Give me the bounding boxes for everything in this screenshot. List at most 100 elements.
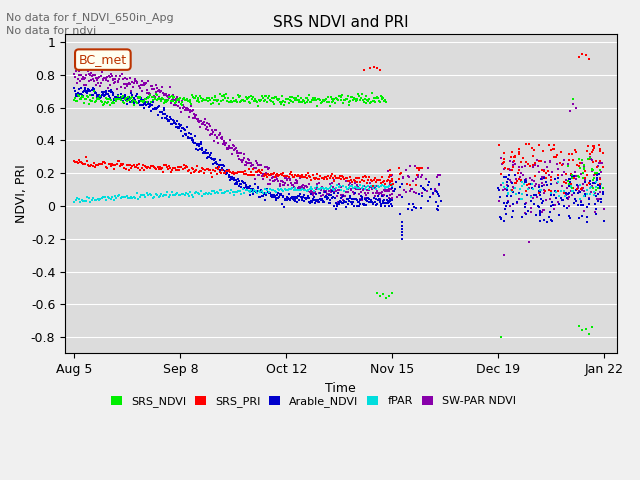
Point xyxy=(148,162,158,170)
Point xyxy=(589,170,600,178)
Point xyxy=(92,161,102,169)
Point xyxy=(566,191,577,199)
Point xyxy=(298,173,308,181)
Point xyxy=(317,96,328,104)
Point xyxy=(136,94,147,102)
Point xyxy=(527,176,538,184)
Point xyxy=(262,173,272,180)
Point xyxy=(517,182,527,190)
Point xyxy=(120,74,131,82)
Point xyxy=(500,185,511,193)
Point xyxy=(367,185,378,192)
Point xyxy=(224,98,234,106)
Point xyxy=(541,169,551,177)
Point xyxy=(117,161,127,169)
Point xyxy=(335,191,346,199)
Point xyxy=(120,91,130,98)
Point xyxy=(377,192,387,200)
Point xyxy=(567,184,577,192)
Point xyxy=(130,97,140,105)
Point xyxy=(388,188,398,195)
Point xyxy=(510,180,520,187)
Point xyxy=(276,190,287,198)
Point xyxy=(193,115,203,123)
Point xyxy=(102,192,113,200)
Point xyxy=(266,172,276,180)
Point xyxy=(335,197,345,204)
Point xyxy=(91,196,101,204)
Point xyxy=(305,173,316,181)
Point xyxy=(265,189,275,197)
Point xyxy=(354,92,364,100)
Point xyxy=(205,151,215,159)
Point xyxy=(100,94,111,102)
Point xyxy=(130,164,140,171)
Point xyxy=(596,159,607,167)
Point xyxy=(344,184,354,192)
Point xyxy=(338,182,348,190)
Point xyxy=(387,182,397,190)
Point xyxy=(351,95,362,102)
Point xyxy=(563,162,573,169)
Point xyxy=(168,97,178,105)
Point xyxy=(86,96,97,104)
Point xyxy=(273,171,283,179)
Point xyxy=(143,163,154,170)
Point xyxy=(566,180,576,188)
Point xyxy=(585,184,595,192)
Point xyxy=(358,201,368,208)
Point xyxy=(577,156,587,164)
Point xyxy=(507,148,517,156)
Point xyxy=(296,95,307,102)
Point xyxy=(209,155,220,163)
Point xyxy=(100,98,110,106)
Point xyxy=(143,94,153,101)
Point xyxy=(208,156,218,163)
Point xyxy=(277,186,287,194)
Point xyxy=(293,186,303,193)
Point xyxy=(288,98,298,106)
Point xyxy=(180,164,190,172)
Point xyxy=(321,195,332,203)
Point xyxy=(250,95,260,103)
Point xyxy=(280,185,290,193)
Point xyxy=(202,119,212,127)
Point xyxy=(387,203,397,210)
Point xyxy=(232,169,243,177)
Point xyxy=(556,161,566,169)
Point xyxy=(115,162,125,169)
Point xyxy=(332,184,342,192)
Point xyxy=(307,176,317,184)
Point xyxy=(226,187,236,194)
Point xyxy=(141,86,152,94)
Point xyxy=(588,177,598,184)
Point xyxy=(308,193,319,201)
Point xyxy=(363,194,373,202)
Point xyxy=(370,184,380,192)
Point xyxy=(111,72,121,80)
Point xyxy=(564,180,574,188)
Point xyxy=(156,108,166,115)
Point xyxy=(206,130,216,138)
Point xyxy=(539,174,549,182)
Point xyxy=(575,195,586,203)
Point xyxy=(280,179,290,187)
Point xyxy=(336,94,346,101)
Point xyxy=(77,196,87,204)
Point xyxy=(113,94,123,101)
Point xyxy=(93,74,104,82)
Point xyxy=(315,96,325,104)
Point xyxy=(338,99,348,107)
Point xyxy=(256,187,266,194)
Point xyxy=(108,92,118,99)
Point xyxy=(154,102,164,110)
Point xyxy=(293,192,303,200)
Point xyxy=(314,189,324,197)
Point xyxy=(278,169,288,177)
Point xyxy=(253,184,264,192)
Point xyxy=(123,95,133,103)
Point xyxy=(493,184,504,192)
Point xyxy=(294,96,305,104)
Point xyxy=(113,92,124,100)
Point xyxy=(197,120,207,127)
